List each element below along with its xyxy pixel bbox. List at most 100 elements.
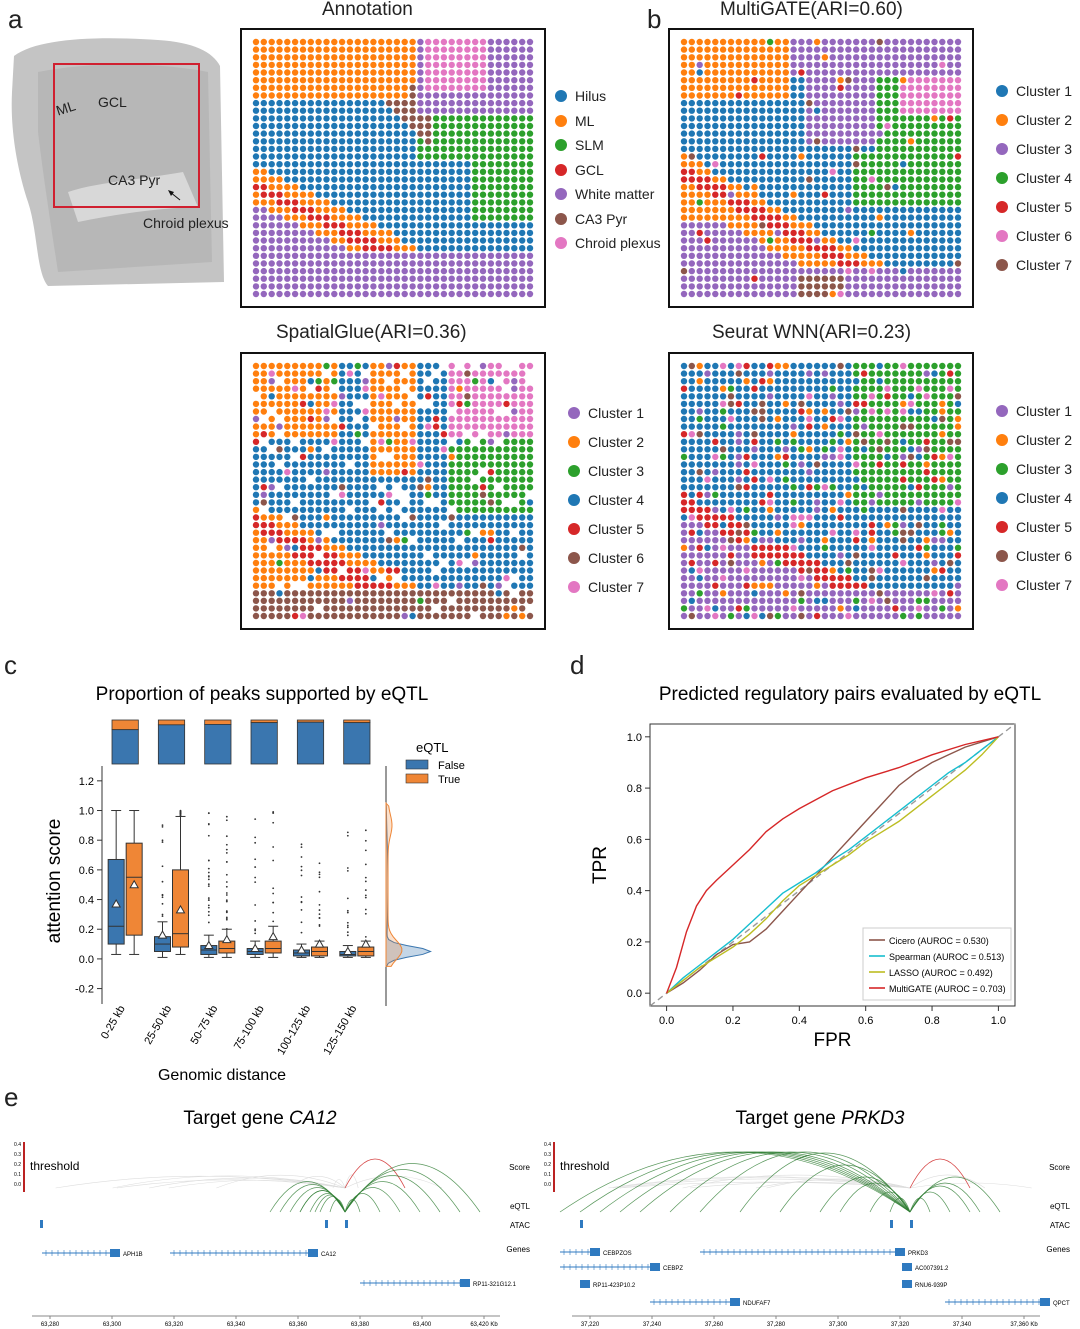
spot — [907, 61, 915, 69]
spot — [845, 567, 852, 574]
spot — [798, 537, 805, 544]
spot — [417, 168, 424, 175]
spot — [409, 529, 416, 536]
spot — [307, 597, 314, 604]
spot — [837, 574, 844, 582]
spot — [276, 468, 283, 476]
spot — [751, 77, 758, 84]
spot — [766, 362, 774, 370]
spot — [727, 138, 735, 145]
legend-item: Cluster 5 — [996, 192, 1072, 221]
spot — [323, 77, 330, 84]
spot — [821, 362, 829, 370]
spot — [519, 168, 526, 175]
spot — [868, 529, 876, 536]
spot — [790, 491, 797, 498]
spot — [931, 115, 938, 122]
spot — [307, 400, 314, 408]
spot — [276, 362, 283, 370]
spot — [338, 229, 346, 237]
spot — [331, 61, 338, 69]
spot — [774, 153, 782, 160]
spot — [868, 176, 876, 183]
spot — [829, 199, 836, 206]
spot — [712, 521, 719, 529]
spot — [931, 446, 938, 453]
spot — [727, 214, 735, 221]
spot — [680, 260, 688, 267]
spot — [790, 408, 797, 415]
spot — [743, 92, 750, 99]
spot — [735, 99, 742, 107]
spot — [362, 453, 369, 461]
spot — [790, 567, 797, 574]
spot — [751, 468, 758, 476]
spot — [806, 612, 813, 620]
spot — [704, 574, 711, 582]
spot — [323, 506, 330, 514]
spot — [868, 161, 876, 168]
spot — [766, 499, 774, 506]
x-tick-label: 25-50 kb — [142, 1004, 174, 1047]
spot — [696, 176, 703, 183]
spot — [479, 38, 487, 46]
spot — [798, 597, 805, 604]
spot — [331, 69, 338, 76]
spot — [291, 252, 299, 259]
spot — [759, 222, 766, 229]
spot — [291, 544, 299, 551]
spot — [735, 290, 742, 298]
spot — [417, 582, 424, 589]
spot — [503, 393, 510, 400]
spot — [479, 206, 487, 214]
spot — [884, 468, 891, 476]
spot — [821, 590, 829, 597]
spot — [907, 84, 915, 91]
spot — [464, 191, 471, 198]
spot — [790, 393, 797, 400]
spot — [346, 362, 354, 370]
spot — [252, 431, 260, 438]
spot — [719, 130, 727, 137]
spot — [511, 446, 518, 453]
spot — [472, 370, 479, 377]
spot — [299, 46, 307, 53]
spot — [915, 214, 923, 221]
spot — [782, 176, 789, 183]
spot — [291, 77, 299, 84]
spot — [782, 423, 789, 430]
spot — [315, 38, 322, 46]
spot — [472, 245, 479, 252]
spot — [338, 77, 346, 84]
spot — [813, 461, 821, 468]
spot — [860, 206, 868, 214]
legend-item: Cluster 5 — [568, 514, 644, 543]
spot — [479, 229, 487, 237]
spot — [370, 38, 377, 46]
spot — [806, 168, 813, 175]
spot — [688, 115, 695, 122]
spot — [487, 161, 495, 168]
spot — [947, 362, 954, 370]
spot — [759, 453, 766, 461]
spot — [947, 122, 954, 130]
spot — [829, 408, 836, 415]
spot — [323, 199, 330, 206]
spot — [472, 130, 479, 137]
spot — [876, 84, 883, 91]
spot — [837, 385, 844, 392]
legend-dot — [568, 406, 580, 419]
spot — [464, 283, 471, 290]
spot — [370, 400, 377, 408]
spot — [947, 168, 954, 175]
spot — [712, 245, 719, 252]
spot — [456, 393, 463, 400]
spot — [845, 115, 852, 122]
legend-item: Cluster 4 — [996, 483, 1072, 512]
spot — [511, 521, 518, 529]
spot — [338, 537, 346, 544]
spot — [425, 362, 432, 370]
spot — [448, 393, 455, 400]
spot — [680, 597, 688, 604]
spot — [338, 267, 346, 275]
